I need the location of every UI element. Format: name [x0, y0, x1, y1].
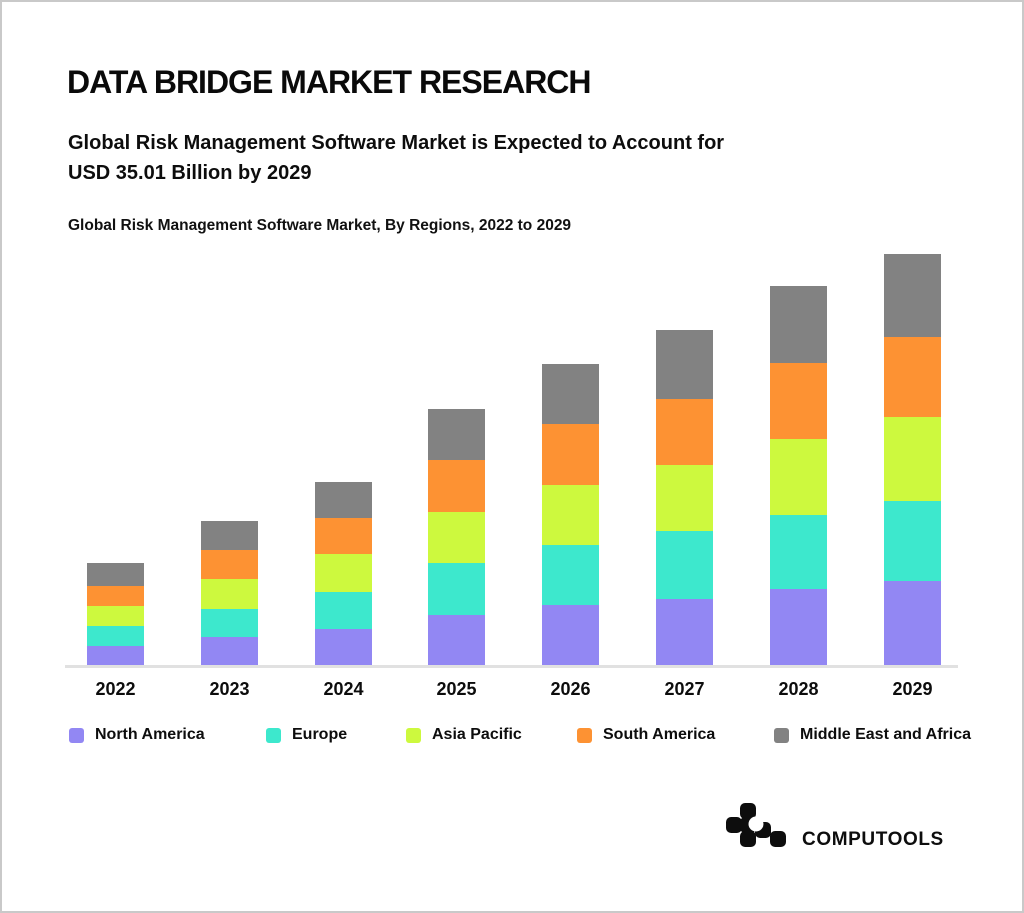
bar-segment-south-america-2022 — [87, 586, 144, 606]
x-axis-label-2028: 2028 — [778, 679, 819, 699]
bar-segment-asia-pacific-2027 — [656, 465, 713, 531]
legend-item-asia-pacific: Asia Pacific — [406, 726, 522, 744]
bar-segment-middle-east-and-africa-2022 — [87, 563, 144, 586]
x-axis-label-2027: 2027 — [664, 679, 705, 699]
computools-logo-text: COMPUTOOLS — [802, 829, 944, 850]
legend-item-south-america: South America — [577, 726, 715, 744]
bar-segment-middle-east-and-africa-2027 — [656, 330, 713, 399]
bar-segment-asia-pacific-2028 — [770, 439, 827, 515]
bar-segment-europe-2026 — [542, 545, 599, 605]
legend-swatch-south-america — [577, 727, 592, 743]
headline-line-1: Global Risk Management Software Market i… — [68, 132, 725, 154]
computools-logo: COMPUTOOLS — [726, 803, 943, 850]
x-axis-line — [65, 665, 958, 668]
bar-segment-asia-pacific-2023 — [201, 579, 258, 609]
bar-segment-middle-east-and-africa-2029 — [884, 254, 941, 337]
bar-segment-asia-pacific-2026 — [542, 485, 599, 545]
legend-item-europe: Europe — [266, 726, 347, 744]
bar-segment-north-america-2025 — [428, 615, 485, 665]
bar-segment-europe-2028 — [770, 515, 827, 589]
x-axis-label-2024: 2024 — [323, 679, 364, 699]
bar-segment-south-america-2023 — [201, 550, 258, 579]
bar-segment-south-america-2025 — [428, 460, 485, 512]
bar-segment-middle-east-and-africa-2024 — [315, 482, 372, 518]
bar-segment-middle-east-and-africa-2025 — [428, 409, 485, 460]
bar-segment-europe-2024 — [315, 592, 372, 629]
bar-segment-asia-pacific-2029 — [884, 417, 941, 501]
legend-swatch-asia-pacific — [406, 727, 421, 743]
x-axis-label-2026: 2026 — [550, 679, 591, 699]
legend-label-europe: Europe — [292, 726, 348, 743]
legend-label-middle-east-and-africa: Middle East and Africa — [800, 726, 971, 743]
bar-segment-south-america-2026 — [542, 424, 599, 485]
bar-segment-north-america-2023 — [201, 637, 258, 665]
bar-segment-north-america-2029 — [884, 581, 941, 665]
legend-swatch-middle-east-and-africa — [774, 727, 789, 743]
legend-swatch-europe — [266, 727, 281, 743]
bar-segment-europe-2027 — [656, 531, 713, 599]
headline-line-2: USD 35.01 Billion by 2029 — [68, 162, 312, 184]
legend-label-north-america: North America — [95, 726, 205, 743]
legend-item-middle-east-and-africa: Middle East and Africa — [774, 726, 971, 744]
bar-segment-asia-pacific-2025 — [428, 512, 485, 563]
bar-segment-middle-east-and-africa-2023 — [201, 521, 258, 550]
bar-segment-south-america-2027 — [656, 399, 713, 465]
x-axis-label-2023: 2023 — [209, 679, 250, 699]
bar-segment-middle-east-and-africa-2028 — [770, 286, 827, 363]
bar-segment-north-america-2024 — [315, 629, 372, 665]
x-axis-label-2025: 2025 — [436, 679, 477, 699]
legend-swatch-north-america — [69, 727, 84, 743]
bar-segment-north-america-2026 — [542, 605, 599, 665]
bar-segment-north-america-2022 — [87, 646, 144, 665]
computools-logo-icon — [726, 803, 786, 847]
legend-item-north-america: North America — [69, 726, 205, 744]
legend-label-asia-pacific: Asia Pacific — [432, 726, 522, 743]
bar-segment-middle-east-and-africa-2026 — [542, 364, 599, 424]
bar-segment-asia-pacific-2024 — [315, 554, 372, 592]
bar-segment-europe-2023 — [201, 609, 258, 637]
legend-label-south-america: South America — [603, 726, 716, 743]
bar-segment-south-america-2024 — [315, 518, 372, 554]
bar-segment-europe-2025 — [428, 563, 485, 615]
bar-segment-north-america-2027 — [656, 599, 713, 665]
bar-segment-north-america-2028 — [770, 589, 827, 665]
bar-segment-europe-2029 — [884, 501, 941, 581]
bar-segment-asia-pacific-2022 — [87, 606, 144, 626]
headline: Global Risk Management Software Market i… — [68, 128, 724, 188]
x-axis-label-2029: 2029 — [892, 679, 933, 699]
bar-segment-europe-2022 — [87, 626, 144, 646]
chart-caption: Global Risk Management Software Market, … — [68, 217, 572, 234]
bar-segment-south-america-2028 — [770, 363, 827, 439]
brand-title: DATA BRIDGE MARKET RESEARCH — [67, 64, 592, 100]
bar-segment-south-america-2029 — [884, 337, 941, 417]
x-axis-label-2022: 2022 — [95, 679, 136, 699]
